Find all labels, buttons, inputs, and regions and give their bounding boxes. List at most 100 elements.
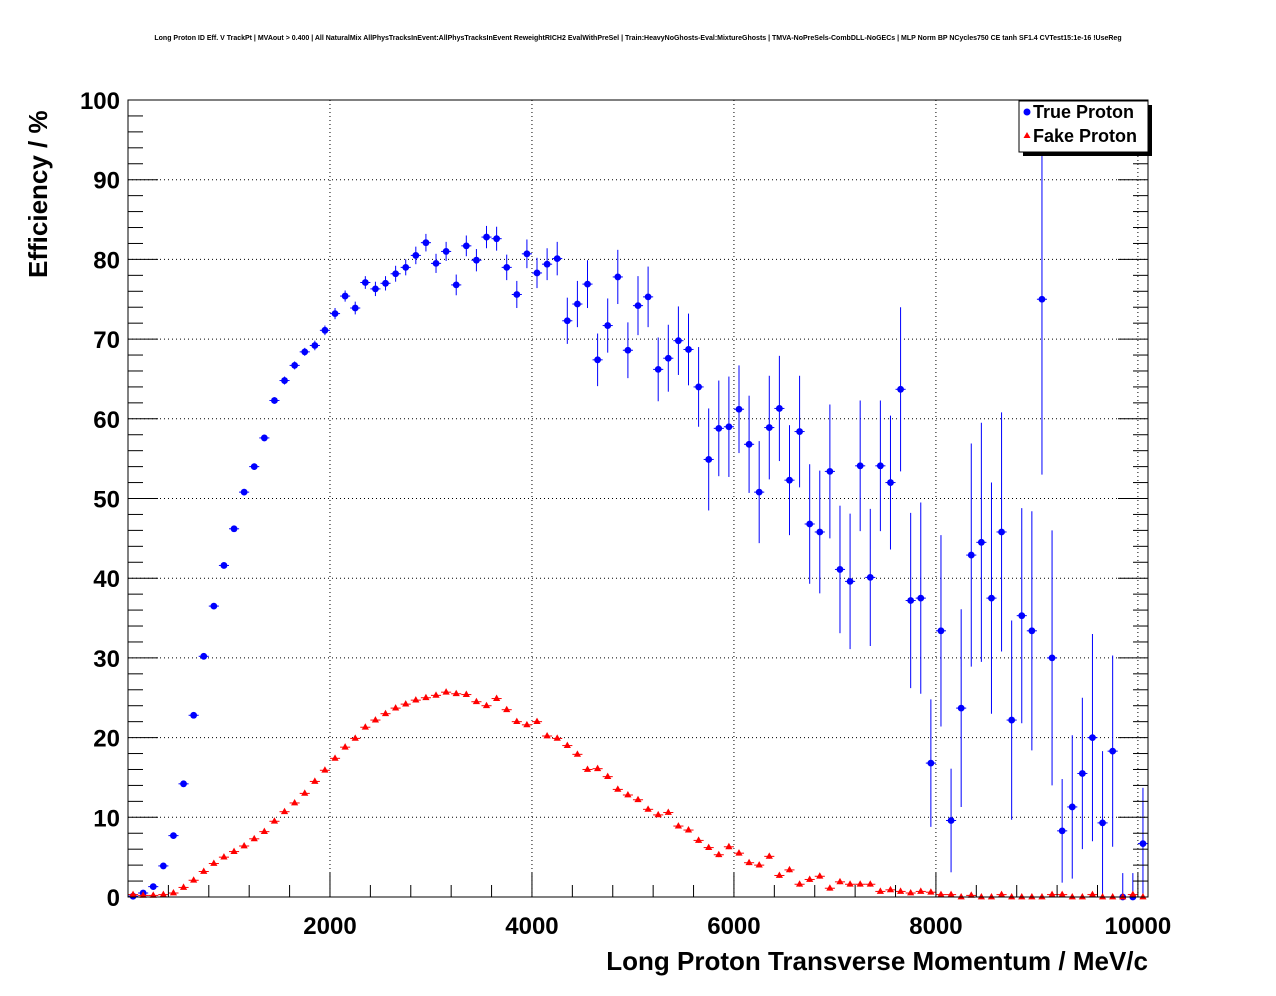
- true-proton-marker: [574, 300, 581, 308]
- fake-proton-point: [350, 734, 361, 741]
- true-proton-point: [1077, 697, 1088, 850]
- fake-proton-marker: [674, 822, 682, 829]
- fake-proton-marker: [351, 734, 359, 741]
- true-proton-marker: [725, 423, 733, 431]
- fake-proton-marker: [513, 717, 521, 725]
- y-tick-label: 10: [93, 805, 120, 832]
- true-proton-point: [996, 412, 1007, 652]
- fake-proton-marker: [260, 827, 268, 835]
- legend-marker-true-proton: [1023, 108, 1031, 116]
- true-proton-marker: [200, 652, 208, 660]
- true-proton-marker: [856, 462, 864, 470]
- true-proton-point: [855, 400, 866, 532]
- true-proton-marker: [1008, 716, 1016, 724]
- fake-proton-point: [451, 689, 462, 697]
- fake-proton-marker: [1068, 893, 1076, 900]
- true-proton-point: [228, 525, 240, 533]
- true-proton-point: [430, 253, 442, 273]
- fake-proton-marker: [957, 893, 965, 900]
- true-proton-marker: [594, 356, 602, 364]
- fake-proton-point: [754, 861, 765, 868]
- fake-proton-point: [996, 890, 1007, 898]
- fake-proton-marker: [594, 764, 602, 772]
- true-proton-point: [845, 513, 856, 650]
- fake-proton-marker: [583, 765, 592, 772]
- true-proton-point: [511, 280, 522, 309]
- fake-proton-point: [602, 772, 613, 780]
- fake-proton-point: [562, 741, 573, 748]
- true-proton-marker: [1038, 295, 1046, 303]
- true-proton-marker: [644, 293, 652, 301]
- fake-proton-marker: [795, 880, 804, 887]
- true-proton-marker: [634, 302, 642, 310]
- true-proton-point: [622, 322, 633, 379]
- fake-proton-point: [168, 889, 179, 896]
- y-tick-label: 100: [80, 88, 120, 115]
- fake-proton-marker: [553, 734, 561, 741]
- fake-proton-point: [1006, 893, 1017, 900]
- true-proton-marker: [382, 279, 389, 287]
- fake-proton-point: [885, 885, 896, 893]
- fake-proton-point: [653, 810, 664, 818]
- fake-proton-point: [966, 891, 977, 898]
- true-proton-marker: [775, 405, 783, 412]
- true-proton-point: [592, 333, 603, 387]
- true-proton-marker: [755, 488, 763, 496]
- true-proton-point: [208, 602, 219, 610]
- true-proton-point: [572, 280, 583, 328]
- fake-proton-point: [1067, 893, 1078, 900]
- true-proton-point: [370, 281, 381, 297]
- fake-proton-marker: [624, 790, 632, 798]
- true-proton-point: [289, 361, 300, 370]
- true-proton-point: [461, 235, 472, 257]
- true-proton-marker: [1109, 747, 1117, 755]
- fake-proton-point: [329, 754, 341, 761]
- true-proton-point: [1006, 620, 1017, 820]
- fake-proton-marker: [462, 690, 470, 697]
- y-tick-label: 50: [93, 487, 120, 514]
- fake-proton-point: [128, 890, 139, 898]
- fake-proton-marker: [1088, 890, 1097, 898]
- y-axis-label: Efficiency / %: [23, 110, 53, 278]
- fake-proton-point: [693, 836, 704, 843]
- true-proton-point: [976, 422, 987, 662]
- true-proton-marker: [271, 397, 278, 404]
- fake-proton-point: [946, 890, 957, 898]
- fake-proton-point: [461, 690, 472, 697]
- y-tick-label: 90: [93, 168, 120, 195]
- true-proton-point: [562, 297, 573, 344]
- true-proton-point: [521, 239, 532, 269]
- fake-proton-point: [188, 876, 199, 883]
- fake-proton-point: [744, 858, 755, 866]
- fake-proton-marker: [402, 700, 410, 707]
- true-proton-marker: [493, 235, 501, 243]
- true-proton-marker: [1018, 612, 1026, 620]
- true-proton-point: [1047, 530, 1058, 786]
- fake-proton-point: [733, 849, 745, 856]
- true-proton-marker: [715, 424, 723, 432]
- true-proton-marker: [543, 260, 551, 268]
- true-proton-point: [299, 347, 310, 356]
- fake-proton-point: [865, 880, 876, 887]
- fake-proton-marker: [412, 696, 420, 703]
- fake-proton-marker: [240, 841, 248, 849]
- true-proton-marker: [846, 577, 854, 585]
- fake-proton-marker: [493, 694, 501, 701]
- true-proton-point: [713, 380, 724, 477]
- x-tick-label: 10000: [1105, 913, 1172, 940]
- fake-proton-point: [501, 705, 512, 713]
- y-tick-label: 80: [93, 247, 120, 274]
- fake-proton-point: [1127, 890, 1138, 898]
- fake-proton-marker: [745, 858, 753, 866]
- fake-proton-marker: [826, 884, 834, 891]
- true-proton-marker: [311, 342, 319, 349]
- true-proton-point: [451, 274, 462, 296]
- true-proton-marker: [392, 270, 400, 278]
- fake-proton-marker: [907, 889, 915, 896]
- true-proton-point: [602, 298, 613, 353]
- fake-proton-point: [158, 890, 169, 898]
- true-proton-marker: [695, 383, 702, 391]
- fake-proton-point: [218, 853, 229, 860]
- fake-proton-point: [410, 696, 421, 703]
